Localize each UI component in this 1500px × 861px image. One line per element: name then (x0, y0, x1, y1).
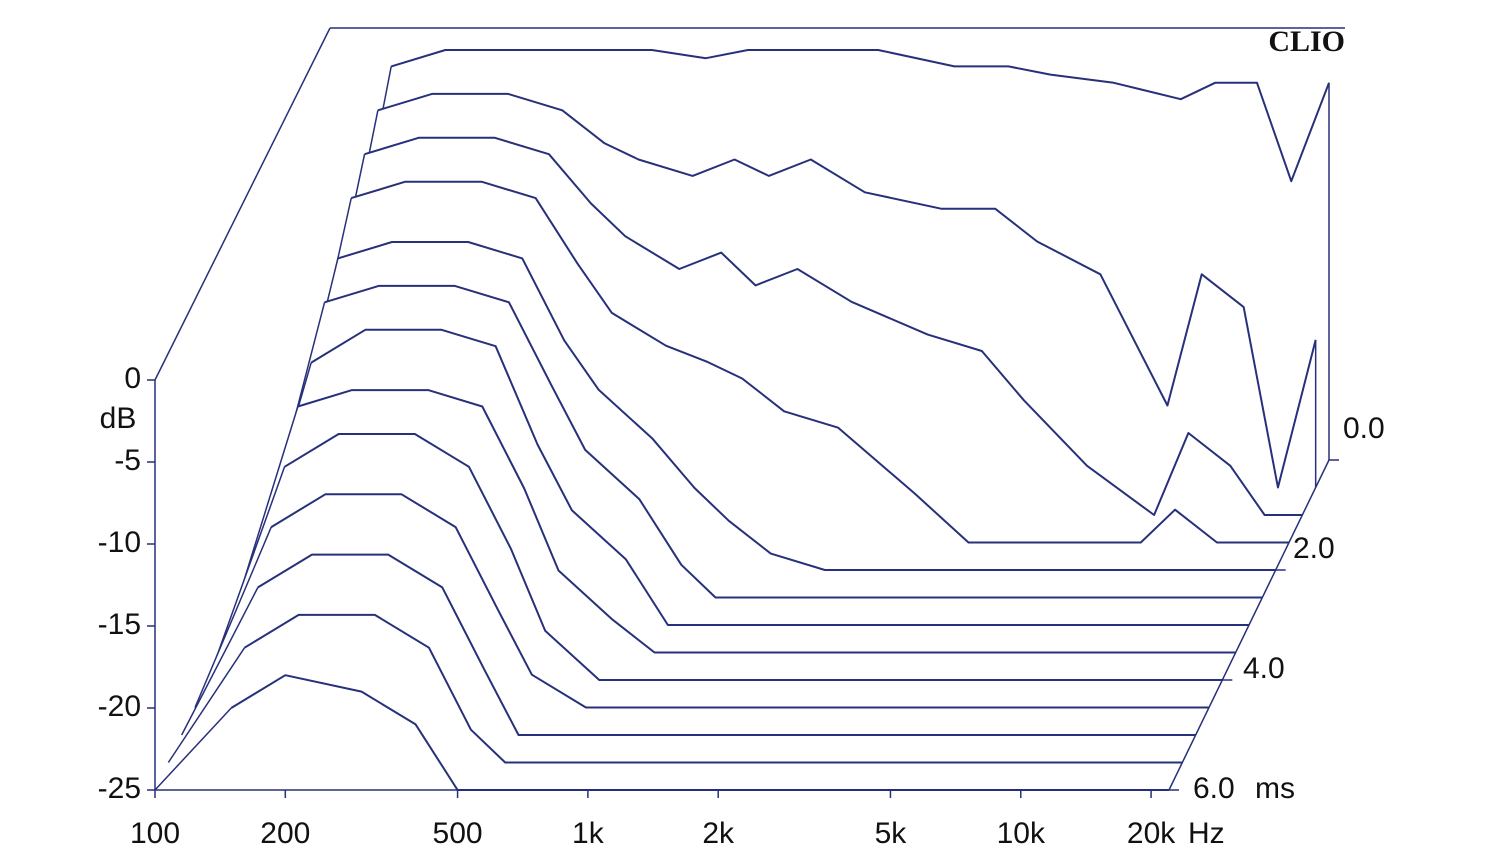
x-tick-label: 1k (572, 817, 605, 850)
x-tick-label: 20k (1127, 817, 1176, 850)
floor-line (181, 587, 259, 736)
y-tick-label: -5 (114, 444, 141, 477)
z-tick-label: 6.0 (1193, 772, 1235, 805)
x-tick-label: 10k (997, 817, 1046, 850)
slice-fill (168, 614, 1183, 763)
y-axis-label: dB (100, 402, 137, 435)
floor-line (167, 647, 246, 763)
x-axis-unit: Hz (1188, 817, 1225, 850)
decay-slice (324, 284, 1263, 599)
y-tick-label: -15 (98, 608, 141, 641)
decay-slice (377, 92, 1317, 489)
x-tick-label: 200 (260, 817, 310, 850)
z-axis (1168, 459, 1330, 791)
back-wall-edge (154, 27, 331, 381)
decay-slice (257, 553, 1196, 736)
decay-slice (337, 241, 1276, 571)
chart-title: CLIO (1268, 25, 1345, 58)
floor-line (154, 707, 232, 791)
z-axis-unit: ms (1255, 772, 1295, 805)
y-tick-label: -25 (98, 772, 141, 805)
floor-line (194, 526, 272, 708)
y-tick-label: 0 (124, 362, 141, 395)
decay-slice (270, 493, 1209, 709)
decay-slice (364, 136, 1303, 516)
x-tick-label: 5k (875, 817, 908, 850)
decay-slice (244, 613, 1183, 764)
decay-slice (310, 328, 1249, 626)
x-tick-label: 2k (702, 817, 735, 850)
z-tick-label: 2.0 (1293, 532, 1335, 565)
y-tick-label: -20 (98, 690, 141, 723)
decay-slice (284, 433, 1223, 681)
z-tick-label: 4.0 (1243, 652, 1285, 685)
decay-slice (297, 389, 1236, 654)
slice-fill (155, 675, 1169, 790)
x-tick-label: 500 (433, 817, 483, 850)
y-tick-label: -10 (98, 526, 141, 559)
decay-slice (390, 49, 1330, 183)
z-tick-label: 0.0 (1343, 412, 1385, 445)
x-tick-label: 100 (130, 817, 180, 850)
decay-slice (350, 180, 1289, 544)
